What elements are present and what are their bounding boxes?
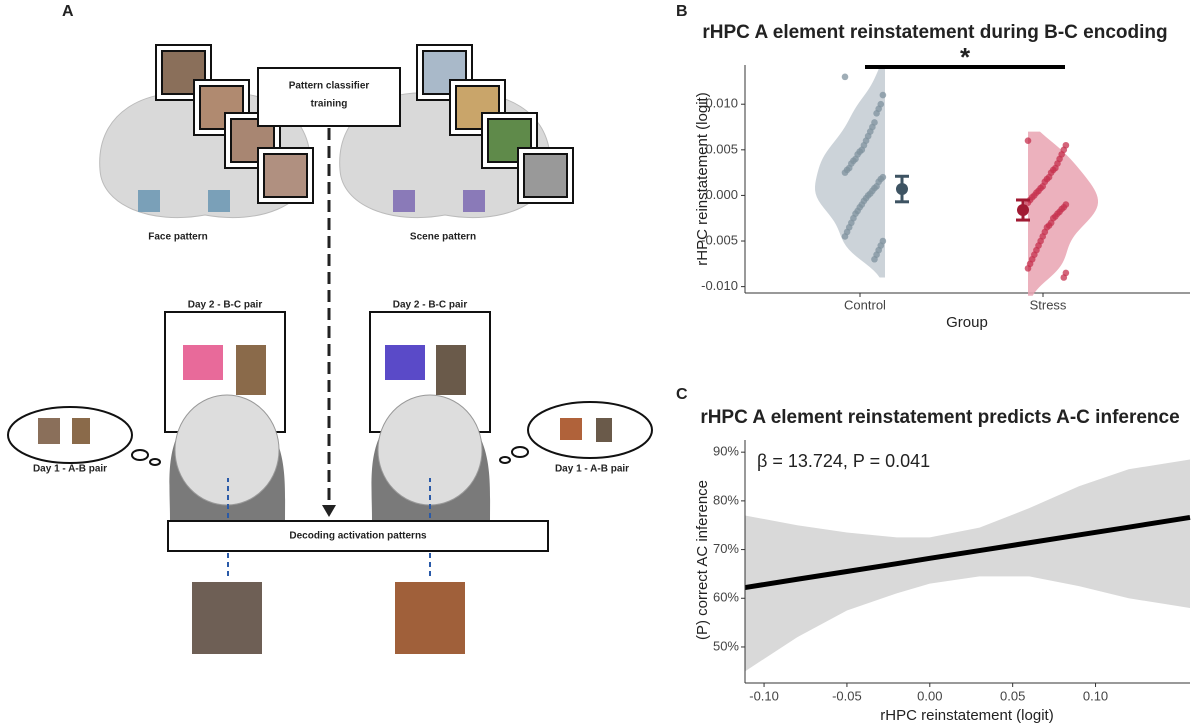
fit-line <box>744 514 1191 591</box>
y-axis-label: rHPC reinstatement (logit) <box>694 92 711 265</box>
x-tick-label: -0.10 <box>749 688 779 703</box>
x-tick-label: 0.10 <box>1083 688 1108 703</box>
scene-photo <box>395 582 465 654</box>
mean-point <box>1017 204 1029 217</box>
box-text: Decoding activation patterns <box>289 531 427 542</box>
x-tick-label: Stress <box>1030 297 1067 312</box>
y-tick-label: 0.000 <box>705 187 738 202</box>
y-tick-label: 70% <box>713 541 739 556</box>
x-axis-label: rHPC reinstatement (logit) <box>880 707 1053 724</box>
y-axis-label: (P) correct AC inference <box>694 480 711 640</box>
x-tick-label: Control <box>844 297 886 312</box>
point <box>1024 137 1032 144</box>
y-tick-label: 60% <box>713 590 739 605</box>
panel-label: B <box>676 3 688 20</box>
face-photo <box>192 582 262 654</box>
caption: Face pattern <box>148 232 207 243</box>
classifier-box <box>257 67 401 127</box>
mean-point <box>896 183 908 196</box>
point <box>873 110 880 117</box>
y-tick-label: 80% <box>713 492 739 507</box>
y-tick-label: 50% <box>713 638 739 653</box>
chart-title: rHPC A element reinstatement during B-C … <box>702 22 1167 43</box>
caption: Day 1 - A-B pair <box>33 464 107 475</box>
box-text: training <box>311 99 348 110</box>
point <box>1024 265 1032 272</box>
point <box>1060 274 1068 281</box>
point <box>841 73 849 81</box>
x-tick-label: 0.05 <box>1000 688 1025 703</box>
caption: Day 2 - B-C pair <box>393 300 468 311</box>
x-tick-label: -0.05 <box>832 688 862 703</box>
heads <box>164 311 491 520</box>
point <box>879 91 887 99</box>
face-photos <box>155 44 314 204</box>
caption: Scene pattern <box>410 232 476 243</box>
box-text: Pattern classifier <box>289 81 370 92</box>
x-tick-label: 0.00 <box>917 688 942 703</box>
point <box>841 233 849 240</box>
violin <box>1028 131 1098 296</box>
y-tick-label: 0.010 <box>705 96 738 111</box>
caption: Day 1 - A-B pair <box>555 464 629 475</box>
x-axis-label: Group <box>946 314 988 331</box>
stat-annotation: β = 13.724, P = 0.041 <box>757 451 930 471</box>
caption: Day 2 - B-C pair <box>188 300 263 311</box>
y-tick-label: 0.005 <box>705 141 738 156</box>
arrowhead <box>322 505 336 517</box>
y-tick-label: -0.010 <box>701 278 738 293</box>
y-tick-label: -0.005 <box>701 232 738 247</box>
y-tick-label: 90% <box>713 444 739 459</box>
scene-photos <box>416 44 574 204</box>
confidence-band <box>745 459 1190 672</box>
chart-title: rHPC A element reinstatement predicts A-… <box>700 407 1179 428</box>
panel-label: C <box>676 386 688 403</box>
blue-arrows <box>227 478 431 580</box>
thought-clouds <box>7 401 653 466</box>
point <box>841 169 849 176</box>
violin <box>815 67 885 278</box>
significance: * <box>960 42 971 72</box>
panel-label: A <box>62 3 74 20</box>
decoding-box <box>167 520 549 552</box>
point <box>871 255 878 263</box>
